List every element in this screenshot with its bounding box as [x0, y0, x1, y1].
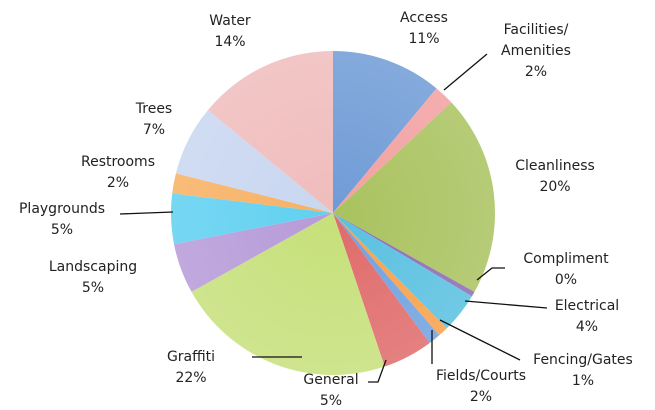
slice-trees	[175, 110, 333, 213]
slice-landscaping	[174, 213, 333, 292]
slice-general	[333, 213, 430, 367]
label-water: Water 14%	[209, 13, 251, 50]
slice-graffiti	[191, 213, 385, 375]
slice-water	[207, 51, 333, 213]
slice-fencing-gates	[333, 213, 447, 336]
label-electrical: Electrical 4%	[555, 298, 619, 335]
label-trees: Trees 7%	[135, 101, 172, 138]
slice-compliment	[333, 213, 475, 297]
leader-line-facilities-amenities	[443, 53, 488, 91]
slice-electrical	[333, 213, 472, 329]
label-access: Access 11%	[400, 10, 448, 47]
leader-line-playgrounds	[119, 211, 174, 215]
label-playgrounds: Playgrounds 5%	[19, 201, 105, 238]
label-compliment: Compliment 0%	[523, 251, 609, 288]
leader-line-general	[368, 359, 387, 383]
slice-fields-courts	[333, 213, 440, 343]
slice-cleanliness	[333, 102, 496, 292]
label-cleanliness: Cleanliness 20%	[515, 158, 595, 195]
label-facilities-amenities: Facilities/Amenities 2%	[501, 22, 571, 80]
leader-line-electrical	[464, 300, 548, 309]
label-general: General 5%	[303, 372, 358, 409]
slice-access	[333, 50, 437, 213]
label-fields-courts: Fields/Courts 2%	[436, 368, 526, 405]
slice-facilities-amenities	[333, 88, 452, 213]
slice-restrooms	[172, 173, 333, 213]
label-fencing-gates: Fencing/Gates 1%	[533, 352, 633, 389]
label-restrooms: Restrooms 2%	[81, 154, 155, 191]
slice-playgrounds	[170, 193, 333, 245]
label-graffiti: Graffiti 22%	[167, 349, 215, 386]
label-landscaping: Landscaping 5%	[49, 259, 137, 296]
leader-line-compliment	[476, 267, 505, 281]
leader-line-fencing-gates	[439, 319, 521, 361]
